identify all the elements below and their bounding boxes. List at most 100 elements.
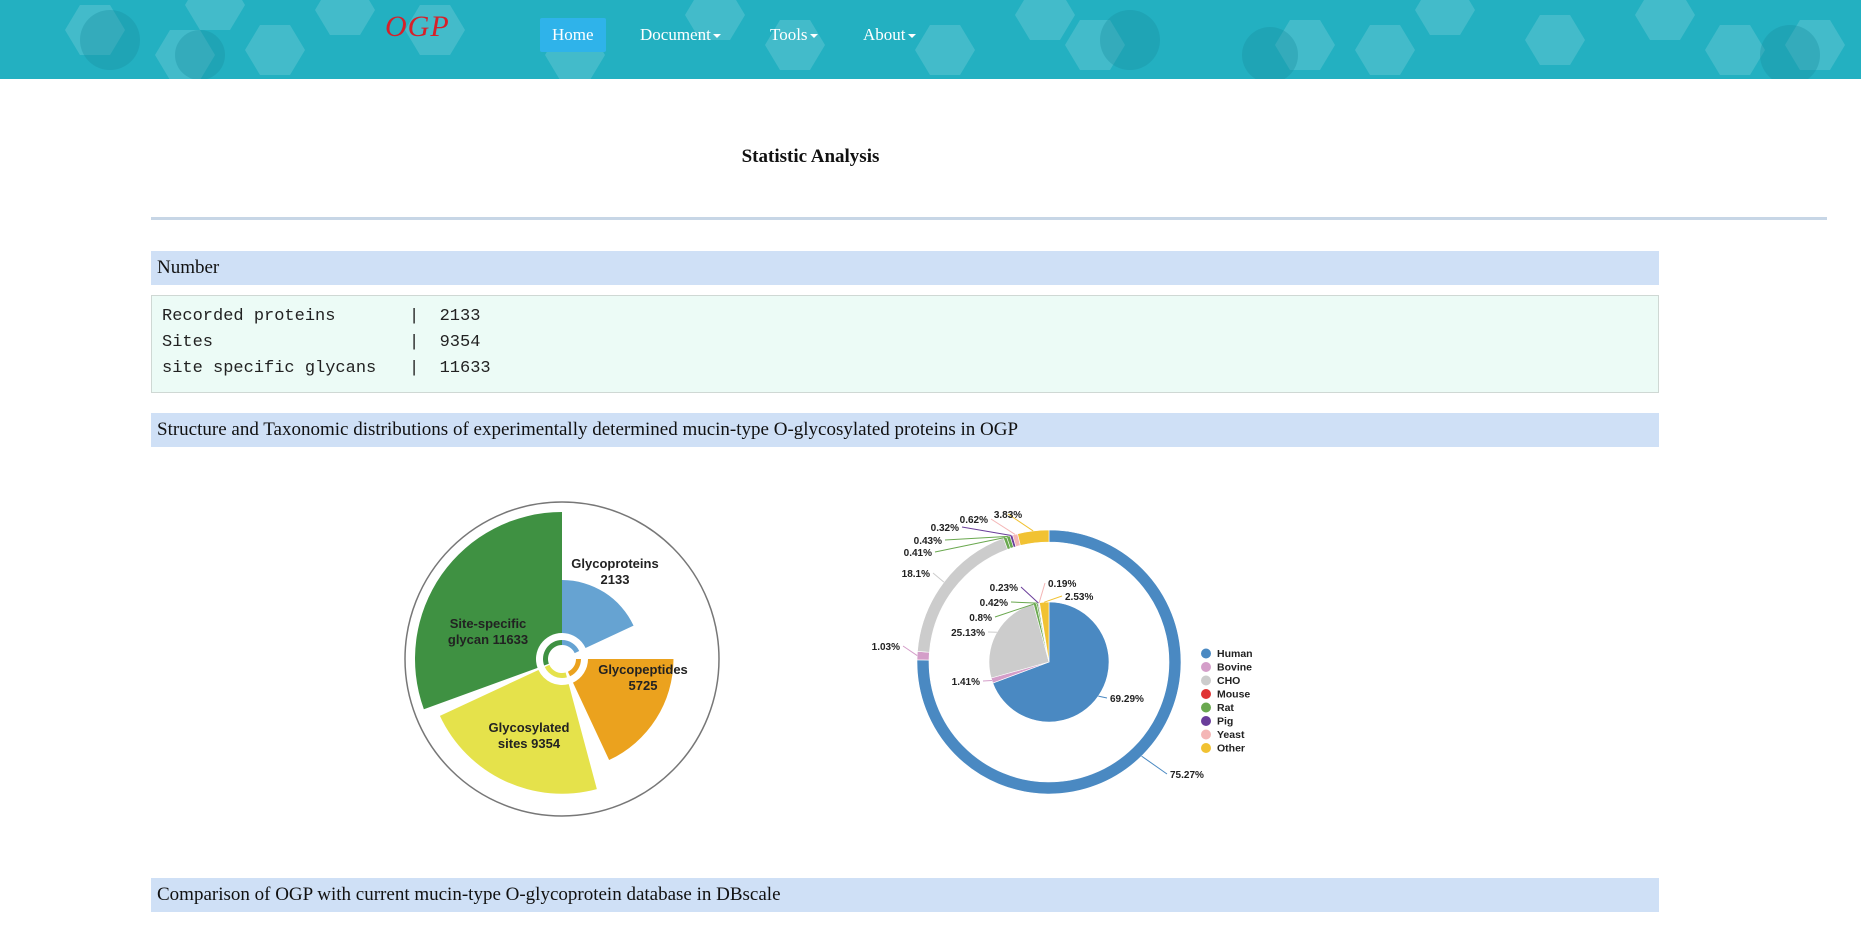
legend-swatch xyxy=(1201,729,1211,740)
center-ring-slice xyxy=(543,640,562,666)
caret-down-icon xyxy=(907,34,916,39)
center-ring-slice xyxy=(544,664,567,678)
nav-home[interactable]: Home xyxy=(540,18,606,52)
inner-pie-label: 0.19% xyxy=(1048,579,1076,590)
inner-pie-label: 0.8% xyxy=(969,613,992,624)
legend-label: Pig xyxy=(1217,716,1233,728)
legend-swatch xyxy=(1201,689,1211,699)
legend-swatch xyxy=(1201,662,1211,672)
stat-label: site specific glycans xyxy=(162,359,377,378)
leader-line xyxy=(944,535,1009,541)
section-number-header: Number xyxy=(151,251,1659,285)
brand-logo[interactable]: OGP xyxy=(385,10,450,43)
leader-line xyxy=(994,603,1036,618)
caret-down-icon xyxy=(809,34,818,39)
rose-slice-label: sites 9354 xyxy=(498,736,561,751)
caret-down-icon xyxy=(712,34,721,39)
inner-pie-slice xyxy=(992,601,1110,723)
leader-line xyxy=(1098,695,1108,699)
leader-line xyxy=(961,526,1012,536)
rose-slice-label: Site-specific xyxy=(450,616,527,631)
outer-frame-circle xyxy=(404,501,720,817)
stat-value: 9354 xyxy=(439,333,481,352)
outer-ring-slice xyxy=(916,650,930,661)
leader-line xyxy=(902,645,918,656)
rose-slice-label: Glycopeptides xyxy=(598,662,688,677)
outer-ring-label: 0.41% xyxy=(904,548,932,559)
inner-pie-label: 0.42% xyxy=(980,598,1008,609)
outer-ring-label: 0.62% xyxy=(960,515,988,526)
nav-tools[interactable]: Tools xyxy=(770,18,818,52)
outer-ring-label: 18.1% xyxy=(902,569,930,580)
rose-slice xyxy=(439,669,597,794)
legend-label: Rat xyxy=(1217,702,1234,714)
leader-line xyxy=(1007,513,1034,532)
nav-document[interactable]: Document xyxy=(640,18,721,52)
outer-ring-label: 75.27% xyxy=(1170,770,1204,781)
legend-swatch xyxy=(1201,716,1211,726)
divider xyxy=(151,217,1827,220)
nav-about[interactable]: About xyxy=(863,18,916,52)
outer-ring-label: 0.32% xyxy=(931,523,959,534)
rose-slice-label: Glycosylated xyxy=(489,720,570,735)
center-hole xyxy=(550,647,574,671)
leader-line xyxy=(1044,595,1063,603)
outer-ring-slice xyxy=(1017,529,1050,546)
rose-slice-label: glycan 11633 xyxy=(448,632,528,647)
stat-row: Recorded proteins | 2133 xyxy=(162,304,1648,330)
section-comparison-header: Comparison of OGP with current mucin-typ… xyxy=(151,878,1659,912)
rose-slice-label: 5725 xyxy=(629,678,658,693)
nav-tools-label: Tools xyxy=(770,25,808,44)
inner-pie-label: 2.53% xyxy=(1065,592,1093,603)
stat-value: 2133 xyxy=(439,307,481,326)
inner-pie-label: 1.41% xyxy=(952,677,980,688)
nav-about-label: About xyxy=(863,25,906,44)
section-structure-header: Structure and Taxonomic distributions of… xyxy=(151,413,1659,447)
outer-ring-slice xyxy=(916,529,1182,795)
leader-line xyxy=(1141,755,1168,775)
stat-label: Recorded proteins xyxy=(162,307,336,326)
leader-line xyxy=(1038,582,1046,603)
rose-slice-label: 2133 xyxy=(601,572,630,587)
legend-label: CHO xyxy=(1217,675,1240,687)
stats-panel: Recorded proteins | 2133 Sites | 9354 site… xyxy=(151,295,1659,393)
legend-label: Yeast xyxy=(1217,729,1245,741)
nav-document-label: Document xyxy=(640,25,711,44)
legend-swatch xyxy=(1201,702,1211,713)
rose-slice xyxy=(572,659,674,761)
inner-pie-label: 25.13% xyxy=(951,628,985,639)
outer-ring-label: 0.43% xyxy=(914,536,942,547)
stat-separator: | xyxy=(409,359,440,378)
legend-label: Human xyxy=(1217,648,1253,660)
stat-row: site specific glycans | 11633 xyxy=(162,356,1648,382)
taxonomy-donut-chart: 75.27% 1.03% 18.1% 0.41%0.43% 0.32%0.62% 3.83… xyxy=(872,510,1253,795)
leader-line xyxy=(990,518,1016,535)
page-title: Statistic Analysis xyxy=(741,146,880,167)
inner-pie-label: 0.23% xyxy=(990,583,1018,594)
stat-separator: | xyxy=(409,333,440,352)
leader-line xyxy=(1010,601,1038,604)
leader-line xyxy=(934,537,1006,553)
rose-slice xyxy=(562,580,634,649)
leader-line xyxy=(1020,586,1039,604)
stat-label: Sites xyxy=(162,333,214,352)
hexagon-background xyxy=(65,0,1845,79)
legend-swatch xyxy=(1201,675,1211,686)
legend-swatch xyxy=(1201,648,1211,659)
rose-slice-label: Glycoproteins xyxy=(571,556,658,571)
top-navbar: OGP Home Document Tools About xyxy=(0,0,1861,79)
inner-pie-label: 69.29% xyxy=(1110,694,1144,705)
center-ring-slice xyxy=(567,659,581,677)
legend-label: Other xyxy=(1217,743,1245,755)
outer-ring-label: 1.03% xyxy=(872,642,900,653)
stat-separator: | xyxy=(409,307,440,326)
legend-label: Bovine xyxy=(1217,662,1252,674)
stat-value: 11633 xyxy=(439,359,491,378)
rose-slice xyxy=(415,512,562,710)
legend-label: Mouse xyxy=(1217,689,1250,701)
leader-line xyxy=(932,572,945,583)
outer-ring-label: 3.83% xyxy=(994,510,1022,521)
legend-swatch xyxy=(1201,743,1211,753)
stat-row: Sites | 9354 xyxy=(162,330,1648,356)
